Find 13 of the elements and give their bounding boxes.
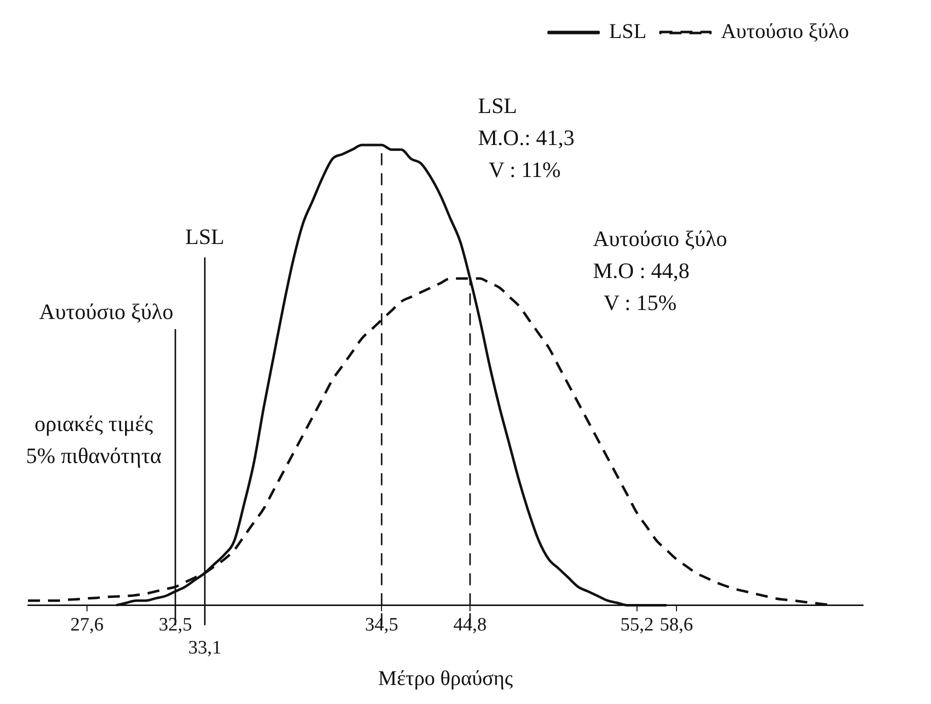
x-tick-label: 33,1 (188, 637, 222, 658)
annotation: οριακές τιμές 5% πιθανότητα (26, 410, 162, 470)
annotation: Αυτούσιο ξύλο M.O : 44,8 V : 15% (593, 225, 728, 317)
legend-label: LSL (609, 19, 646, 44)
x-axis-title: Μέτρο θραύσης (378, 666, 514, 690)
legend-label: Αυτούσιο ξύλο (720, 19, 849, 44)
x-tick-label: 58,6 (660, 614, 693, 636)
x-tick-label: 27,6 (70, 614, 104, 636)
annotation: LSL M.O.: 41,3 V : 11% (478, 92, 575, 184)
ref-line-label: LSL (185, 224, 224, 250)
x-tick-label: 55,2 (620, 614, 654, 636)
x-tick-label: 32,5 (158, 614, 192, 636)
ref-line-label: Αυτούσιο ξύλο (39, 298, 174, 324)
